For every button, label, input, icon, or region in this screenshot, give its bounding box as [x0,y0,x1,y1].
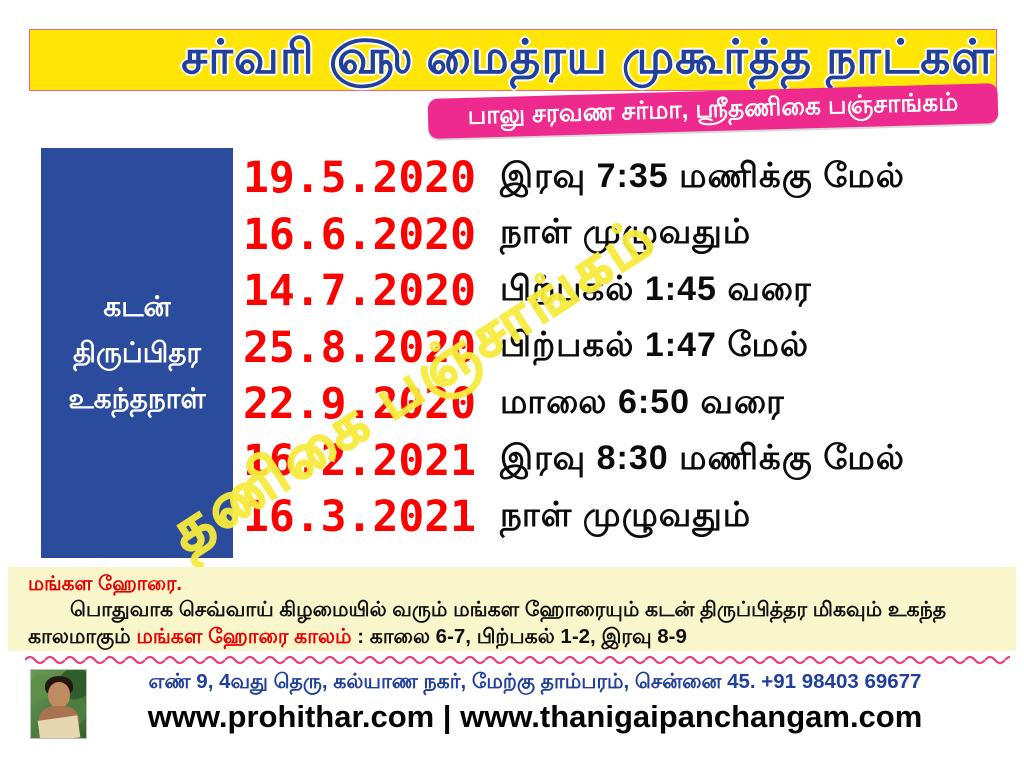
time-value: நாள் முழுவதும் [500,495,752,534]
date-value: 16.6.2020 [243,209,476,260]
note-line-2-prefix: காலமாகும் [28,625,137,648]
date-value: 25.8.2020 [243,322,476,373]
time-value: மாலை 6:50 வரை [500,382,785,421]
page-title: சர்வரி ௵ மைத்ரய முகூர்த்த நாட்கள் [181,30,995,83]
note-line-2-highlight: மங்கள ஹோரை காலம் [136,625,352,648]
time-value: பிற்பகல் 1:47 மேல் [500,326,810,365]
date-value: 19.5.2020 [243,153,476,204]
time-value: இரவு 8:30 மணிக்கு மேல் [500,439,905,478]
category-box: கடன் திருப்பிதர உகந்தநாள் [41,148,233,558]
note-line-1: பொதுவாக செவ்வாய் கிழமையில் வரும் மங்கள ஹ… [70,598,947,621]
category-line: உகந்தநாள் [68,383,206,414]
table-row: 16.3.2021 நாள் முழுவதும் [243,489,1003,546]
footer: எண் 9, 4வது தெரு, கல்யாண நகர், மேற்கு தா… [90,670,980,735]
time-value: இரவு 7:35 மணிக்கு மேல் [500,156,905,195]
portrait-photo [30,669,87,739]
header-band: சர்வரி ௵ மைத்ரய முகூர்த்த நாட்கள் [29,29,997,91]
table-row: 16.2.2021 இரவு 8:30 மணிக்கு மேல் [243,433,1003,490]
table-row: 22.9.2020 மாலை 6:50 வரை [243,376,1003,433]
table-row: 16.6.2020 நாள் முழுவதும் [243,207,1003,264]
photo-face [48,682,70,708]
time-value: பிற்பகல் 1:45 வரை [500,269,812,308]
date-value: 16.2.2021 [243,435,476,486]
time-value: நாள் முழுவதும் [500,213,752,252]
publisher-banner-label: பாலு சரவண சர்மா, ஸ்ரீதணிகை பஞ்சாங்கம் [467,88,959,130]
mangala-horai-note-box: மங்கள ஹோரை. பொதுவாக செவ்வாய் கிழமையில் வ… [8,567,1016,651]
note-line-2: காலமாகும் மங்கள ஹோரை காலம் : காலை 6-7, ப… [28,623,996,650]
date-value: 22.9.2020 [243,379,476,430]
table-row: 25.8.2020 பிற்பகல் 1:47 மேல் [243,320,1003,377]
muhurtha-date-list: 19.5.2020 இரவு 7:35 மணிக்கு மேல் 16.6.20… [243,150,1003,546]
note-line-2-suffix: : காலை 6-7, பிற்பகல் 1-2, இரவு 8-9 [351,625,687,648]
table-row: 19.5.2020 இரவு 7:35 மணிக்கு மேல் [243,150,1003,207]
publisher-banner: பாலு சரவண சர்மா, ஸ்ரீதணிகை பஞ்சாங்கம் [427,83,999,139]
photo-shawl [37,715,81,738]
date-value: 16.3.2021 [243,492,476,543]
wavy-divider [25,651,1010,665]
website-line: www.prohithar.com | www.thanigaipanchang… [147,699,923,734]
table-row: 14.7.2020 பிற்பகல் 1:45 வரை [243,263,1003,320]
date-value: 14.7.2020 [243,266,476,317]
note-heading: மங்கள ஹோரை. [28,573,182,595]
category-line: திருப்பிதர [73,337,201,368]
category-line: கடன் [103,291,171,322]
address-line: எண் 9, 4வது தெரு, கல்யாண நகர், மேற்கு தா… [148,670,922,693]
